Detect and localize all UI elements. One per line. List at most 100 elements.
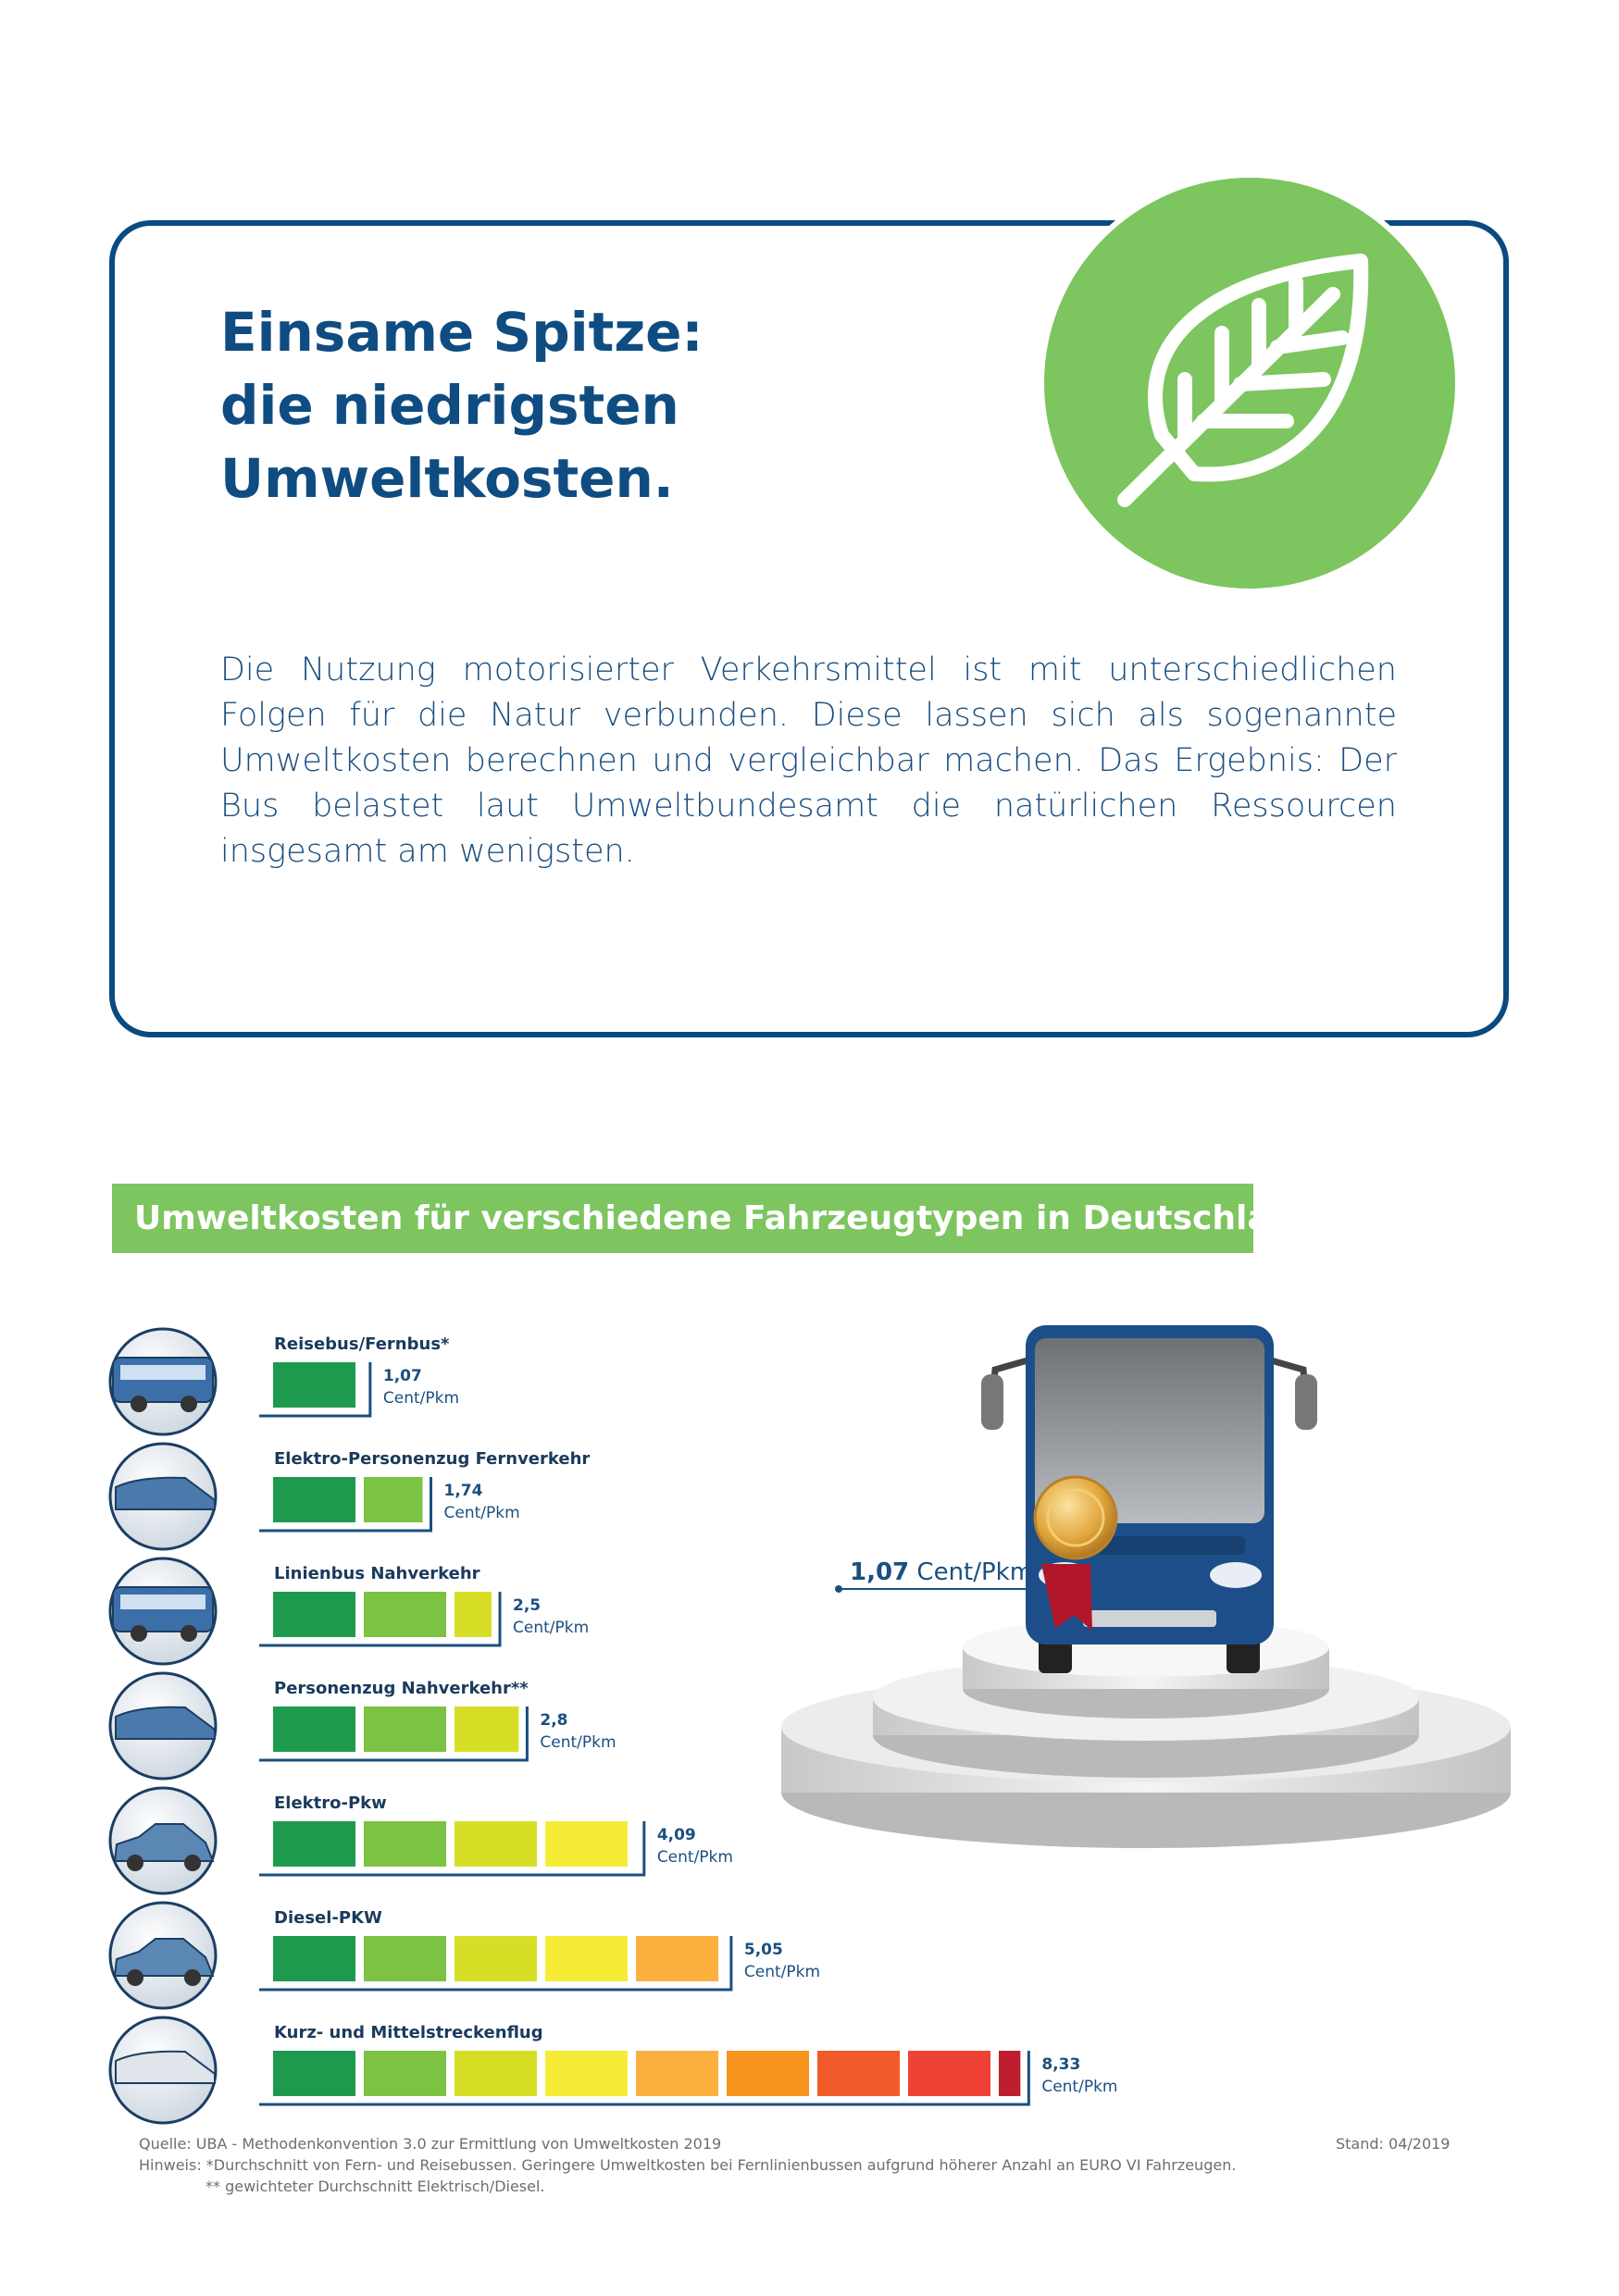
bar-segment: [364, 1592, 446, 1637]
bar-segment: [908, 2051, 990, 2096]
category-label: Elektro-Pkw: [274, 1793, 387, 1813]
category-label: Linienbus Nahverkehr: [274, 1564, 480, 1583]
category-label: Personenzug Nahverkehr**: [274, 1679, 529, 1698]
title-line: Umweltkosten.: [220, 447, 674, 510]
icon-wheel: [184, 1969, 201, 1986]
bar-segment: [545, 1936, 628, 1981]
value-label: 8,33: [1041, 2055, 1080, 2074]
bar-segment: [273, 2051, 355, 2096]
bar-segment: [636, 1936, 718, 1981]
unit-label: Cent/Pkm: [513, 1619, 589, 1637]
bar-segment: [364, 1936, 446, 1981]
source: Quelle: UBA - Methodenkonvention 3.0 zur…: [139, 2135, 722, 2153]
bar-bracket: [259, 1477, 433, 1533]
icon-wheel: [127, 1969, 143, 1986]
callout-label: 1,07 Cent/Pkm: [850, 1558, 1033, 1586]
unit-label: Cent/Pkm: [444, 1504, 520, 1522]
icon-wheel: [131, 1396, 147, 1412]
bar-bracket: [259, 1362, 372, 1418]
icon-vehicle: [115, 2050, 216, 2084]
bar-segment: [545, 1821, 628, 1867]
title-line: Einsame Spitze:: [220, 301, 704, 364]
bar-segment: [999, 2051, 1021, 2096]
vehicle-icon: [108, 1671, 218, 1781]
callout-value: 1,07: [850, 1558, 909, 1586]
unit-label: Cent/Pkm: [657, 1848, 733, 1867]
vehicle-icon: [108, 1786, 218, 1895]
value-label: 1,74: [444, 1482, 483, 1500]
bar-bracket: [259, 1592, 502, 1647]
bar-segment: [455, 1706, 519, 1752]
bar-segment: [455, 1936, 537, 1981]
icon-vehicle: [113, 1938, 215, 1977]
vehicle-icon: [108, 2016, 218, 2125]
icon-vehicle: [115, 1706, 216, 1740]
bar-bracket: [259, 1706, 529, 1762]
podium: [781, 1618, 1511, 1848]
bar-segment: [364, 1821, 446, 1867]
bar-segment: [455, 1592, 492, 1637]
bar-segment: [273, 1936, 355, 1981]
bar-segment: [273, 1362, 355, 1408]
intro-text: Die Nutzung motorisierter Verkehrsmittel…: [220, 652, 1397, 870]
category-label: Kurz- und Mittelstreckenflug: [274, 2023, 543, 2042]
note: ** gewichteter Durchschnitt Elektrisch/D…: [205, 2178, 545, 2195]
callout-dot: [835, 1585, 842, 1593]
icon-window: [120, 1595, 205, 1609]
chart-title: Umweltkosten für verschiedene Fahrzeugty…: [134, 1199, 1318, 1237]
icon-vehicle: [115, 1476, 216, 1510]
bus-illustration: [981, 1325, 1317, 1673]
stand: Stand: 04/2019: [1336, 2135, 1451, 2153]
bar: [273, 1362, 355, 1408]
bar-segment: [636, 2051, 718, 2096]
unit-label: Cent/Pkm: [1041, 2078, 1117, 2096]
bar-segment: [817, 2051, 900, 2096]
bar-segment: [545, 2051, 628, 2096]
icon-wheel: [131, 1625, 147, 1642]
bar-segment: [364, 1706, 446, 1752]
unit-label: Cent/Pkm: [744, 1963, 820, 1981]
category-label: Elektro-Personenzug Fernverkehr: [274, 1449, 590, 1469]
bar-segment: [455, 2051, 537, 2096]
vehicle-icon: [108, 1442, 218, 1551]
bar: [273, 2051, 1021, 2096]
bar: [273, 1592, 492, 1637]
bar: [273, 1936, 718, 1981]
bar-segment: [273, 1592, 355, 1637]
chart-title-band: [112, 1184, 1253, 1253]
unit-label: Cent/Pkm: [383, 1389, 459, 1408]
note: Hinweis: *Durchschnitt von Fern- und Rei…: [139, 2156, 1237, 2174]
icon-window: [120, 1365, 205, 1380]
value-label: 4,09: [657, 1826, 696, 1844]
vehicle-icon: [108, 1327, 218, 1436]
bar-segment: [273, 1821, 355, 1867]
bar-bracket: [259, 2051, 1030, 2106]
bar-bracket: [259, 1936, 733, 1992]
bar-segment: [727, 2051, 809, 2096]
bar: [273, 1477, 423, 1522]
callout-unit: Cent/Pkm: [916, 1558, 1033, 1586]
category-label: Reisebus/Fernbus*: [274, 1334, 450, 1354]
icon-vehicle: [113, 1823, 215, 1862]
value-label: 5,05: [744, 1941, 783, 1959]
bar-segment: [455, 1821, 537, 1867]
title-line: die niedrigsten: [220, 374, 679, 437]
unit-label: Cent/Pkm: [540, 1733, 616, 1752]
bar: [273, 1821, 628, 1867]
bar-segment: [273, 1477, 355, 1522]
title: Einsame Spitze: die niedrigsten Umweltko…: [220, 296, 704, 515]
bar-bracket: [259, 1821, 646, 1877]
bar-segment: [364, 1477, 423, 1522]
vehicle-icon: [108, 1557, 218, 1666]
vehicle-icon: [108, 1901, 218, 2010]
value-label: 2,8: [540, 1711, 567, 1730]
icon-wheel: [127, 1855, 143, 1871]
icon-wheel: [181, 1625, 197, 1642]
icon-wheel: [184, 1855, 201, 1871]
leaf: [1117, 254, 1369, 507]
bar-segment: [364, 2051, 446, 2096]
bar-segment: [273, 1706, 355, 1752]
icon-wheel: [181, 1396, 197, 1412]
value-label: 2,5: [513, 1596, 541, 1615]
